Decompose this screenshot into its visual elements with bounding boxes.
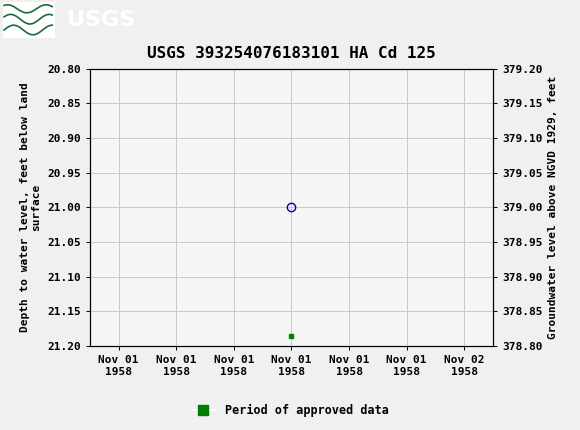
Title: USGS 393254076183101 HA Cd 125: USGS 393254076183101 HA Cd 125 [147, 46, 436, 61]
Y-axis label: Groundwater level above NGVD 1929, feet: Groundwater level above NGVD 1929, feet [548, 76, 558, 339]
Bar [3, 2, 55, 38]
Legend: Period of approved data: Period of approved data [187, 399, 393, 422]
Text: USGS: USGS [67, 10, 135, 30]
Y-axis label: Depth to water level, feet below land
surface: Depth to water level, feet below land su… [20, 83, 42, 332]
